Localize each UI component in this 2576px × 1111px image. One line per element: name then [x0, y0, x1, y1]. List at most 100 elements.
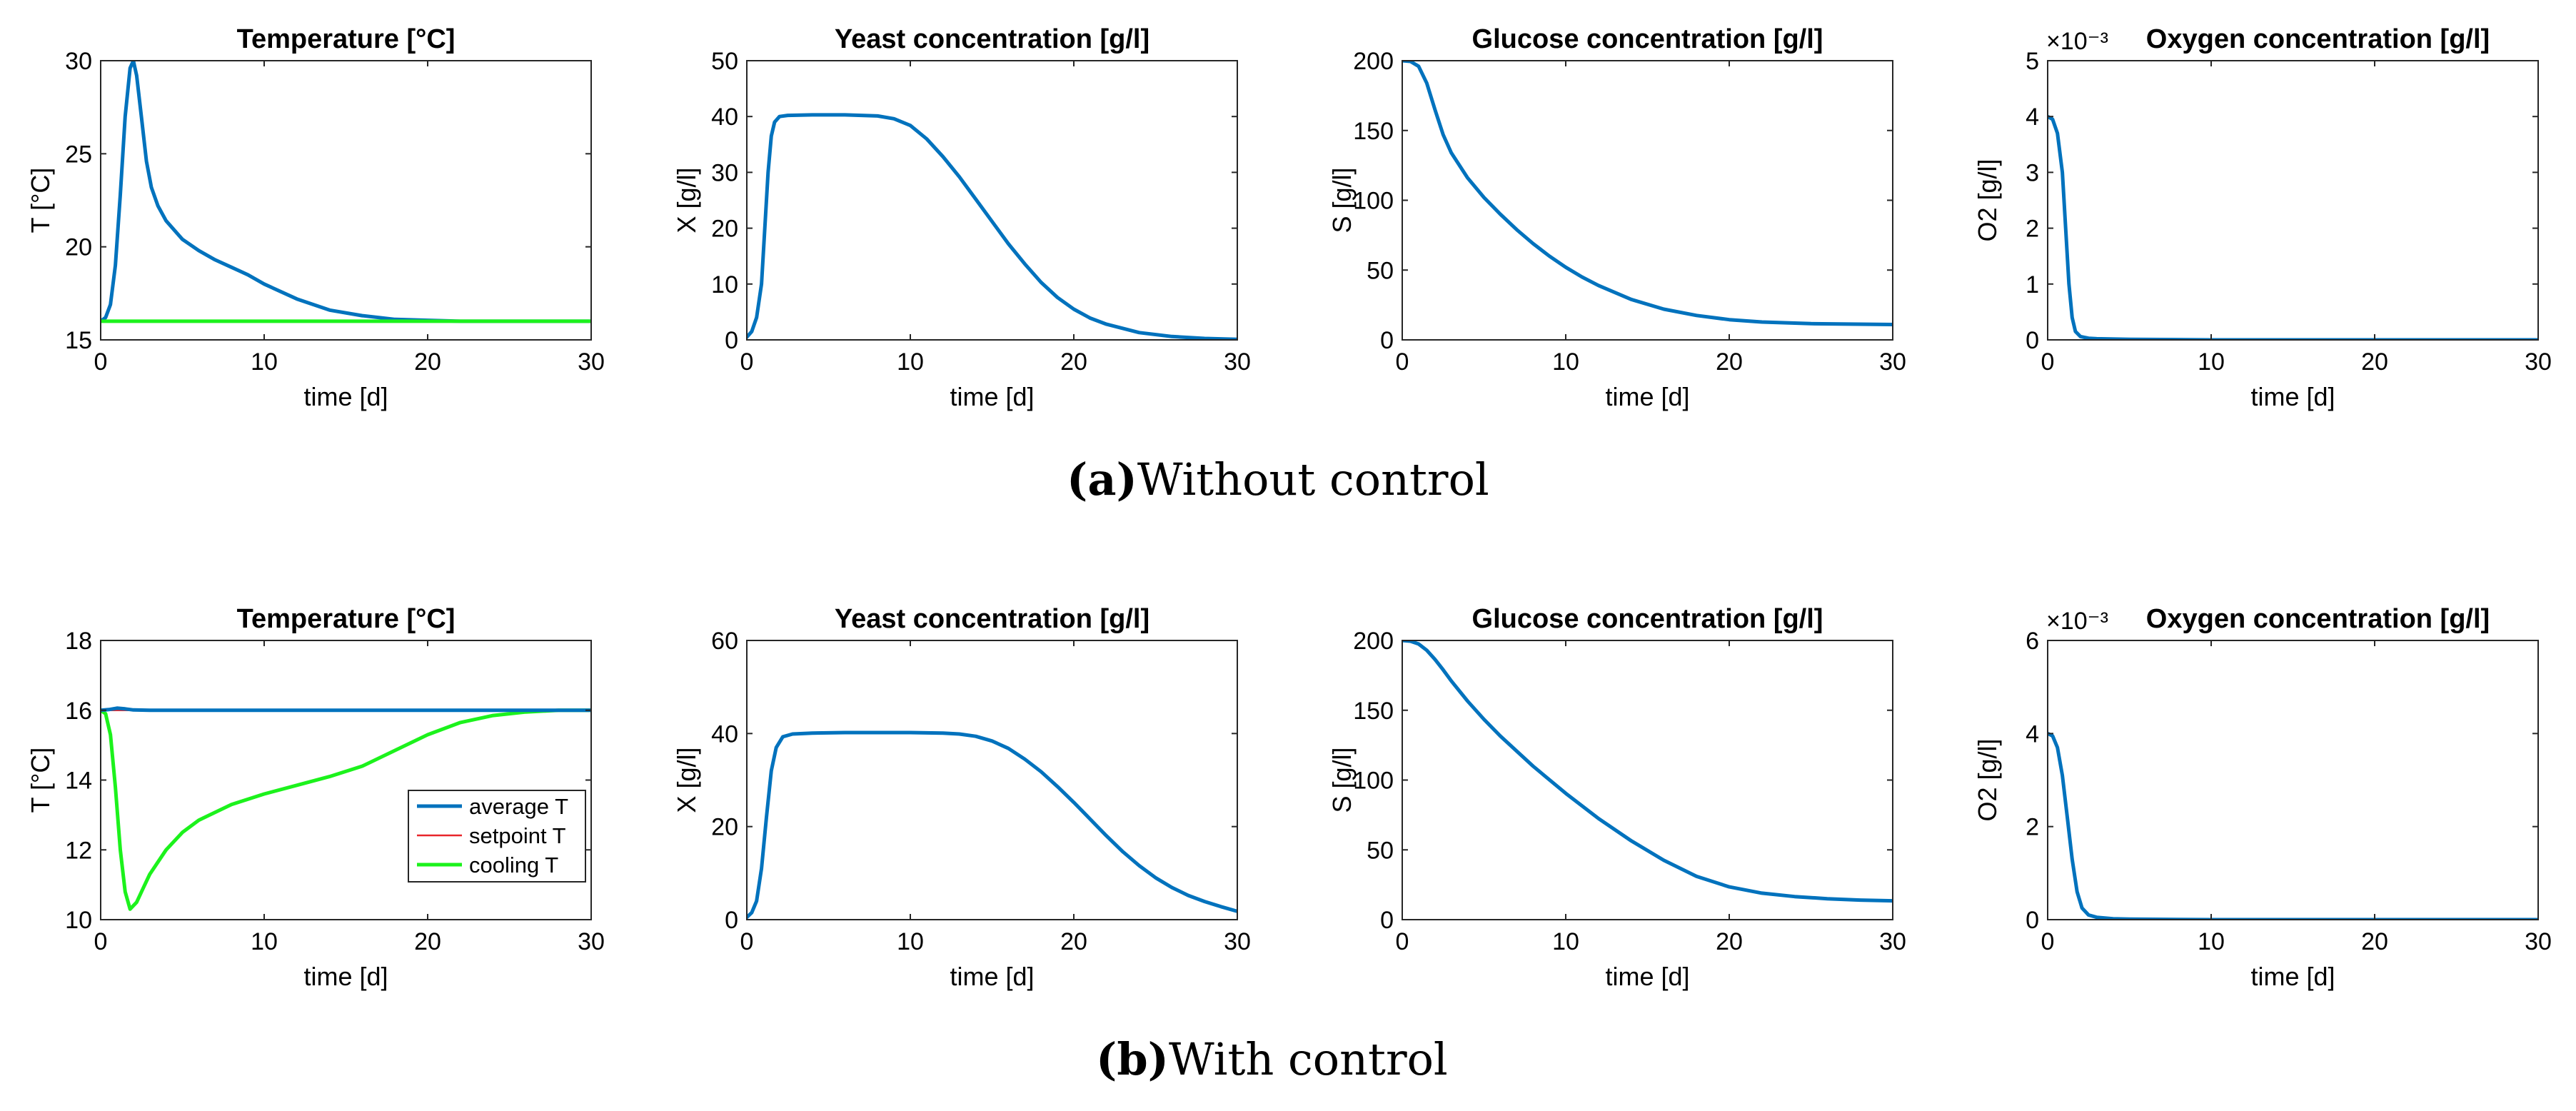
series-line-cooling-t	[101, 708, 591, 911]
x-tick-label: 0	[740, 348, 754, 376]
plot-area	[2048, 640, 2538, 920]
chart-panel-1: 0 10 20 30 15 20 25 30 Temperature [°C] time [d] T…	[26, 24, 605, 411]
x-axis-label: time [d]	[2250, 962, 2335, 991]
caption-b-letter: (b)	[1096, 1033, 1169, 1085]
y-tick-label: 18	[65, 628, 92, 655]
x-tick-label: 30	[1879, 348, 1906, 376]
y-tick-label: 12	[65, 837, 92, 864]
x-axis-label: time [d]	[950, 382, 1034, 411]
y-tick-label: 20	[711, 814, 738, 841]
y-tick-label: 16	[65, 698, 92, 725]
plot-area	[747, 640, 1237, 920]
chart-title: Oxygen concentration [g/l]	[2146, 604, 2490, 634]
x-tick-label: 10	[897, 348, 924, 376]
x-tick-label: 30	[578, 928, 605, 955]
y-tick-label: 3	[2026, 159, 2039, 186]
plot-area	[1402, 640, 1893, 920]
y-tick-label: 60	[711, 628, 738, 655]
x-axis-label: time [d]	[303, 962, 388, 991]
y-tick-label: 4	[2026, 104, 2039, 131]
x-tick-label: 30	[2525, 348, 2552, 376]
x-tick-label: 20	[414, 928, 441, 955]
series-line-s	[1402, 61, 1893, 326]
y-tick-label: 40	[711, 104, 738, 131]
y-tick-label: 100	[1353, 188, 1394, 215]
x-tick-label: 30	[1224, 928, 1251, 955]
y-tick-label: 0	[2026, 907, 2039, 934]
y-axis-label: S [g/l]	[1327, 747, 1357, 813]
x-tick-label: 0	[2041, 928, 2055, 955]
y-tick-label: 150	[1353, 698, 1394, 725]
axes-box	[746, 60, 1238, 341]
y-tick-label: 20	[711, 216, 738, 243]
chart-title: Glucose concentration [g/l]	[1472, 604, 1823, 634]
y-axis-label: X [g/l]	[672, 167, 701, 233]
y-tick-label: 25	[65, 141, 92, 168]
y-exponent: ×10⁻³	[2046, 608, 2108, 635]
x-tick-label: 10	[1552, 928, 1579, 955]
x-tick-label: 10	[251, 348, 278, 376]
legend-entry: average T	[469, 794, 568, 819]
x-tick-label: 20	[1060, 348, 1087, 376]
chart-panel-8: 0 10 20 30 0 2 4 6 Oxygen concentration [g/l] ×10…	[1973, 604, 2552, 991]
series-line-average-t	[101, 706, 591, 713]
y-axis-label: T [°C]	[26, 168, 55, 233]
y-axis-label: O2 [g/l]	[1973, 159, 2002, 241]
x-tick-label: 20	[1060, 928, 1087, 955]
x-tick-label: 0	[1396, 928, 1409, 955]
y-tick-label: 1	[2026, 271, 2039, 298]
y-tick-label: 30	[711, 159, 738, 186]
y-tick-label: 100	[1353, 768, 1394, 795]
x-tick-label: 0	[94, 928, 108, 955]
y-tick-label: 40	[711, 720, 738, 748]
y-tick-label: 0	[725, 327, 738, 354]
x-axis-label: time [d]	[2250, 382, 2335, 411]
legend: average T setpoint T cooling T	[408, 790, 586, 883]
x-tick-label: 20	[414, 348, 441, 376]
series-line-x	[747, 113, 1237, 340]
x-tick-label: 30	[1224, 348, 1251, 376]
x-axis-label: time [d]	[950, 962, 1034, 991]
x-tick-label: 0	[94, 348, 108, 376]
y-tick-label: 10	[711, 271, 738, 298]
chart-title: Temperature [°C]	[237, 24, 456, 54]
caption-b-text: With control	[1169, 1033, 1448, 1085]
plot-area	[101, 61, 591, 340]
x-tick-label: 0	[1396, 348, 1409, 376]
axes-box	[2047, 640, 2539, 920]
chart-panel-7: 0 10 20 30 0 50 100 150 200 Glucose concentration…	[1327, 604, 1906, 991]
chart-title: Yeast concentration [g/l]	[835, 24, 1149, 54]
x-tick-label: 20	[1716, 928, 1743, 955]
y-tick-label: 50	[1367, 837, 1394, 864]
caption-a: (a)Without control	[1067, 453, 1489, 506]
y-tick-label: 0	[1380, 907, 1394, 934]
y-tick-label: 14	[65, 768, 92, 795]
caption-a-text: Without control	[1137, 453, 1489, 506]
y-tick-label: 0	[1380, 327, 1394, 354]
chart-panel-6: 0 10 20 30 0 20 40 60 Yeast concentration [g/l] t…	[672, 604, 1251, 991]
chart-title: Glucose concentration [g/l]	[1472, 24, 1823, 54]
legend-entry: cooling T	[469, 853, 558, 878]
y-exponent: ×10⁻³	[2046, 28, 2108, 55]
caption-b: (b)With control	[1096, 1033, 1448, 1085]
axes-box	[100, 60, 592, 341]
y-axis-label: O2 [g/l]	[1973, 738, 2002, 821]
chart-title: Oxygen concentration [g/l]	[2146, 24, 2490, 54]
y-tick-label: 5	[2026, 48, 2039, 75]
y-tick-label: 20	[65, 234, 92, 261]
y-tick-label: 30	[65, 48, 92, 75]
x-axis-label: time [d]	[1605, 382, 1689, 411]
series-line-x	[747, 730, 1237, 920]
legend-entry: setpoint T	[469, 823, 566, 848]
y-tick-label: 50	[711, 48, 738, 75]
x-tick-label: 10	[897, 928, 924, 955]
x-axis-label: time [d]	[1605, 962, 1689, 991]
y-axis-label: X [g/l]	[672, 747, 701, 813]
y-tick-label: 6	[2026, 628, 2039, 655]
y-tick-label: 2	[2026, 216, 2039, 243]
y-tick-label: 0	[2026, 327, 2039, 354]
x-axis-label: time [d]	[303, 382, 388, 411]
